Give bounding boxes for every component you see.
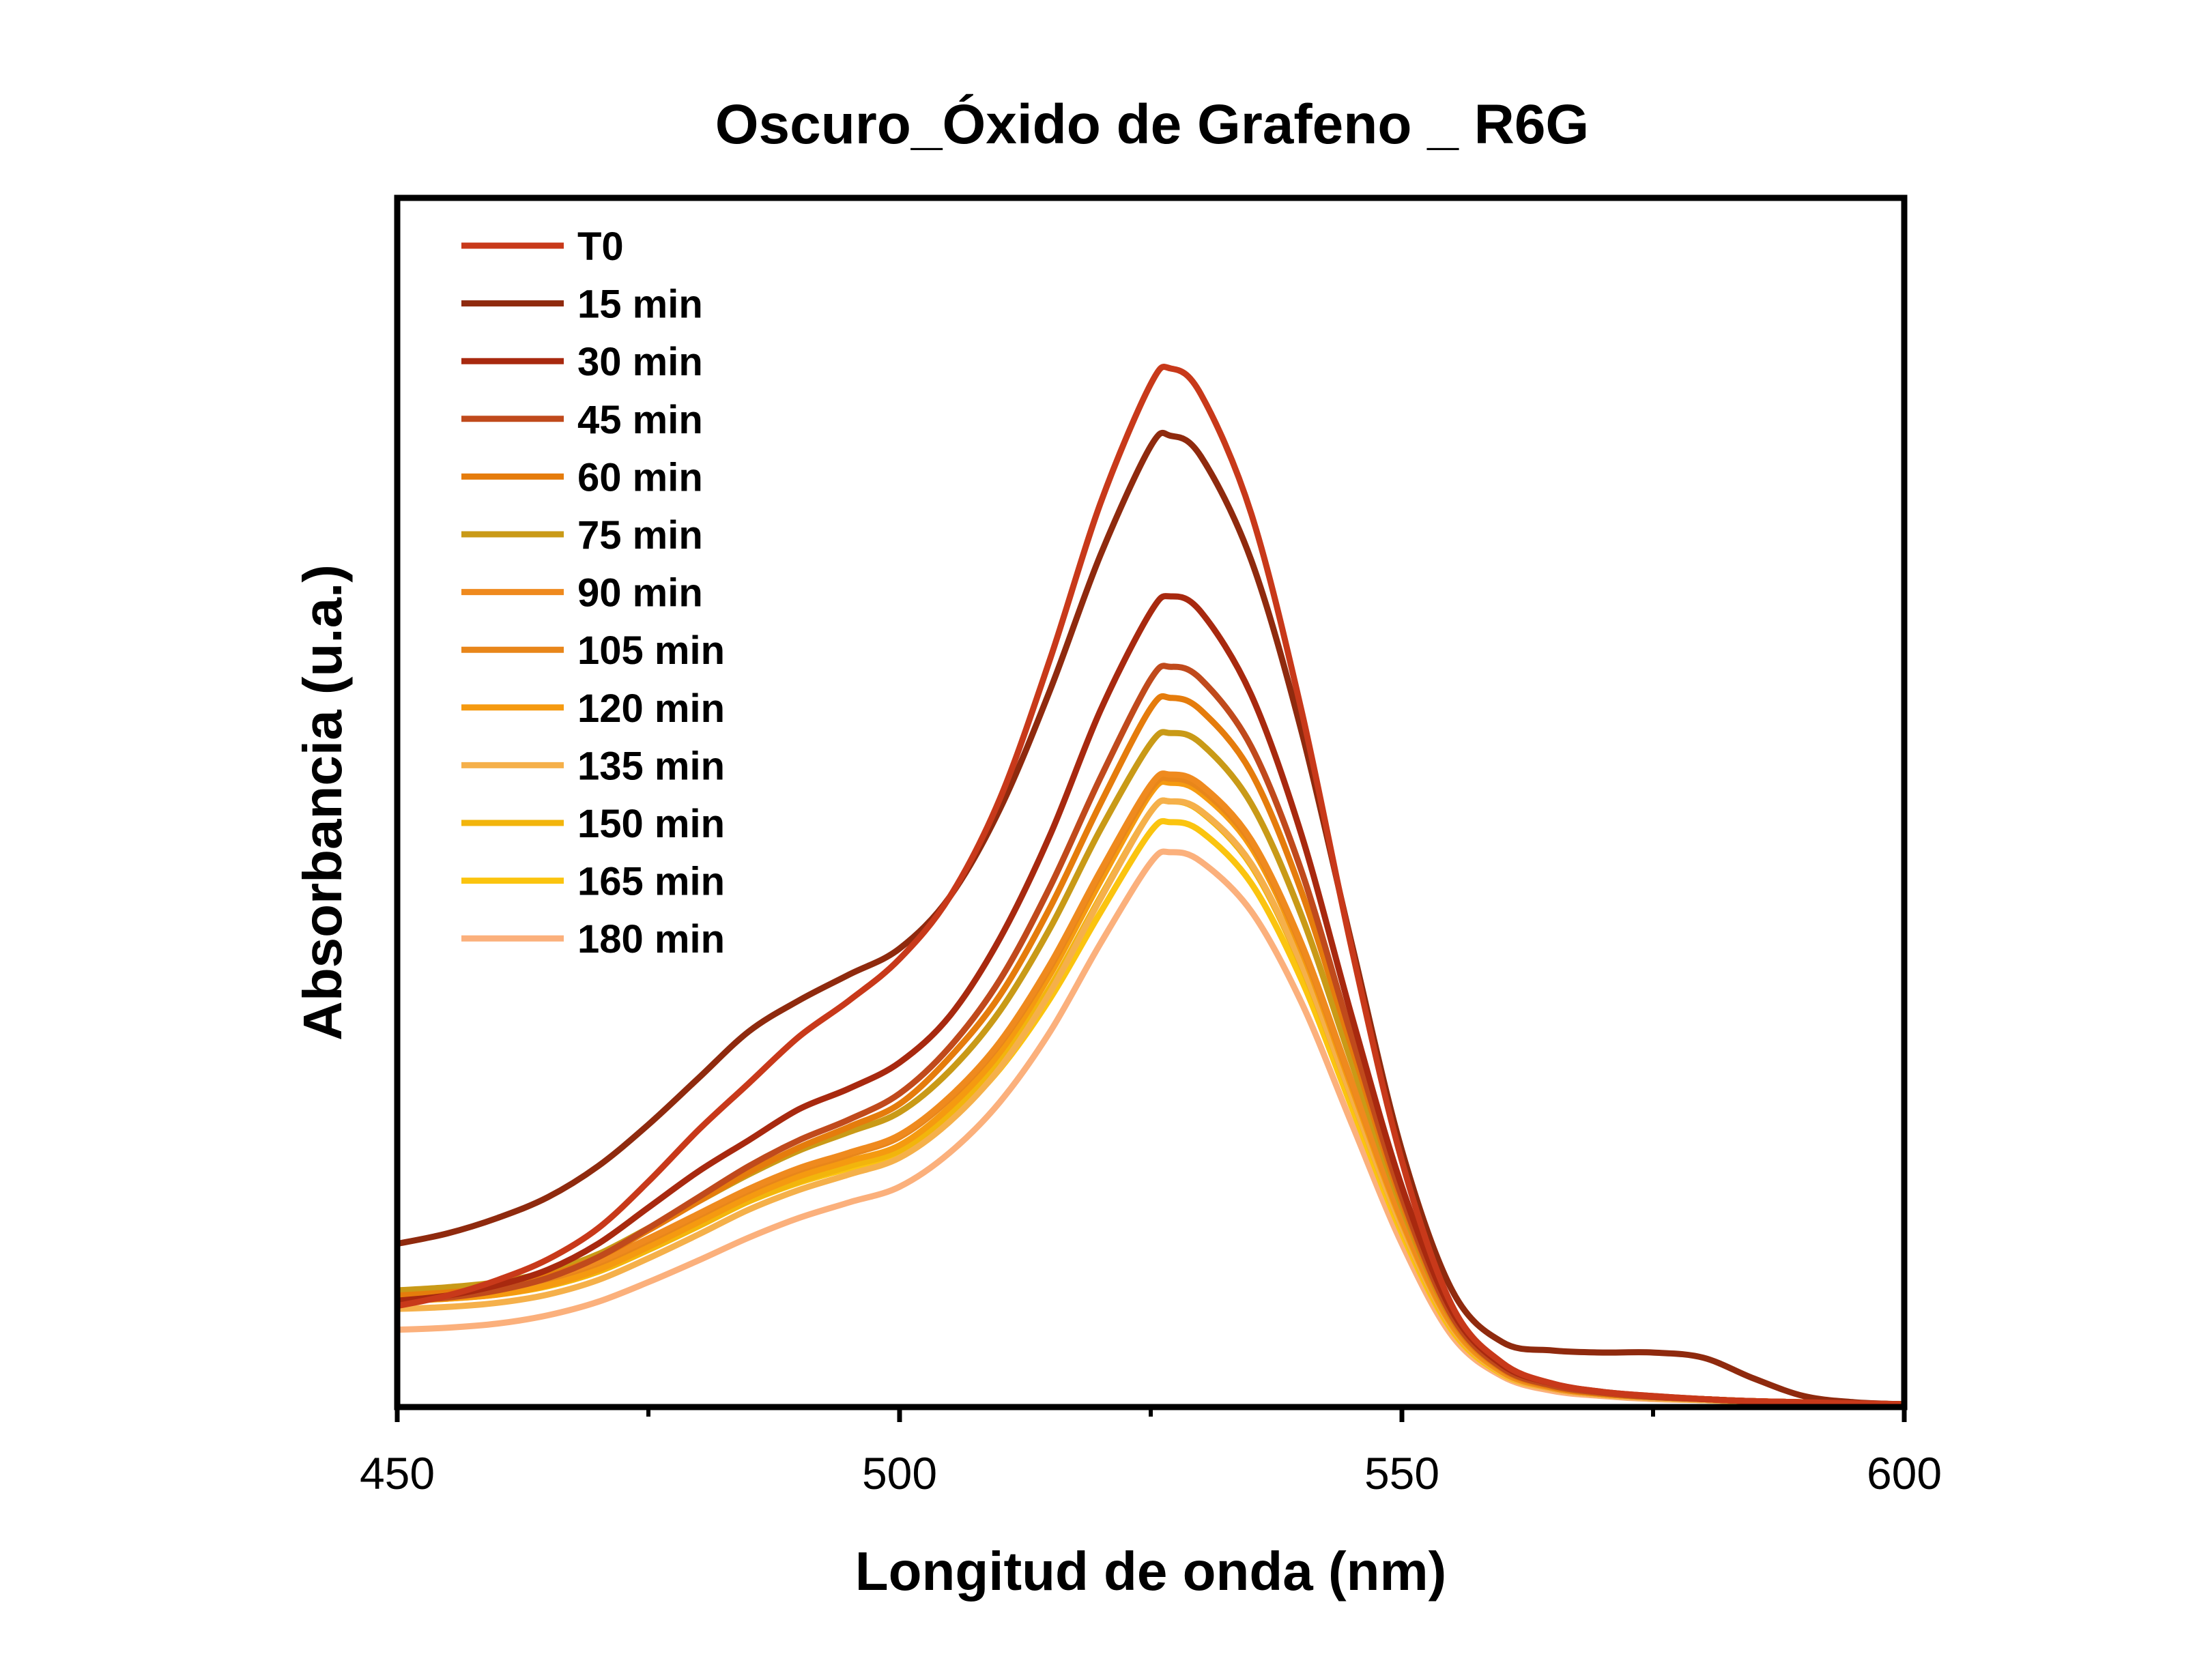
x-tick-label: 600 xyxy=(1867,1448,1942,1498)
y-axis-label: Absorbancia (u.a.) xyxy=(292,564,353,1041)
legend-label-12: 180 min xyxy=(577,917,725,961)
legend: T0 15 min 30 min 45 min 60 min 75 min 90 min 10… xyxy=(461,225,725,961)
legend-label-9: 135 min xyxy=(577,744,725,788)
legend-label-2: 30 min xyxy=(577,340,703,384)
x-tick-label: 500 xyxy=(862,1448,937,1498)
legend-label-5: 75 min xyxy=(577,513,703,557)
x-tick-label: 450 xyxy=(360,1448,435,1498)
series-line-0 xyxy=(394,363,1908,1408)
legend-label-10: 150 min xyxy=(577,802,725,846)
legend-label-4: 60 min xyxy=(577,455,703,499)
legend-label-0: T0 xyxy=(577,225,624,269)
x-axis-label: Longitud de onda (nm) xyxy=(855,1541,1446,1602)
legend-label-3: 45 min xyxy=(577,398,703,442)
legend-label-7: 105 min xyxy=(577,628,725,673)
legend-label-1: 15 min xyxy=(577,283,703,327)
chart-title: Oscuro_Óxido de Grafeno _ R6G xyxy=(715,93,1589,156)
x-ticks: 450 500 550 600 xyxy=(360,1407,1942,1498)
legend-label-8: 120 min xyxy=(577,686,725,731)
x-tick-label: 550 xyxy=(1364,1448,1439,1498)
legend-label-6: 90 min xyxy=(577,571,703,615)
series-line-1 xyxy=(394,429,1908,1408)
series-layer xyxy=(394,363,1908,1408)
legend-label-11: 165 min xyxy=(577,860,725,904)
